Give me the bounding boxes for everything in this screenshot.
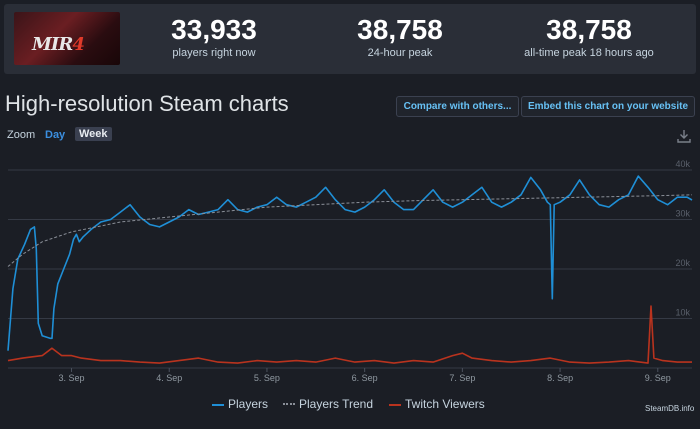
zoom-label: Zoom	[7, 129, 36, 141]
players-line	[7, 175, 693, 351]
legend-players-swatch	[212, 404, 224, 406]
game-logo: MIR4	[32, 34, 85, 55]
legend-players-label: Players	[228, 397, 269, 411]
x-tick-label: 7. Sep	[449, 373, 475, 383]
x-tick-label: 8. Sep	[547, 373, 573, 383]
y-tick-label: 30k	[675, 209, 690, 219]
x-tick-label: 5. Sep	[254, 373, 280, 383]
legend-twitch-swatch	[389, 404, 401, 406]
game-thumbnail[interactable]: MIR4	[14, 12, 120, 65]
x-tick-label: 9. Sep	[645, 373, 671, 383]
embed-chart-button[interactable]: Embed this chart on your website	[521, 96, 695, 117]
x-tick-label: 4. Sep	[156, 373, 182, 383]
y-tick-label: 10k	[675, 308, 690, 318]
stat-value: 33,933	[171, 14, 257, 45]
stat-24h-peak: 38,758 24-hour peak	[330, 14, 470, 60]
stats-bar: MIR4 33,933 players right now 38,758 24-…	[4, 4, 696, 74]
y-tick-label: 20k	[675, 258, 690, 268]
stat-label: 24-hour peak	[367, 47, 433, 59]
stat-current-players: 33,933 players right now	[144, 14, 284, 60]
compare-button[interactable]: Compare with others...	[396, 96, 519, 117]
stat-label: all-time peak 18 hours ago	[524, 47, 654, 59]
stat-value: 38,758	[357, 14, 443, 45]
zoom-week-button[interactable]: Week	[75, 127, 112, 141]
steamdb-credit[interactable]: SteamDB.info	[645, 404, 695, 413]
stat-value: 38,758	[546, 14, 632, 45]
zoom-day-button[interactable]: Day	[45, 129, 66, 141]
y-tick-label: 40k	[675, 159, 690, 169]
player-chart[interactable]: 10k 20k 30k 40k 3. Sep 4. Sep 5. Sep 6. Sep 7. S…	[0, 150, 700, 390]
legend-twitch-label: Twitch Viewers	[405, 397, 485, 411]
download-icon[interactable]	[676, 128, 692, 144]
x-tick-label: 6. Sep	[352, 373, 378, 383]
stat-label: players right now	[172, 47, 256, 59]
x-tick-label: 3. Sep	[58, 373, 84, 383]
page-title: High-resolution Steam charts	[5, 91, 289, 116]
twitch-viewers-line	[7, 305, 692, 364]
legend-trend-label: Players Trend	[299, 397, 374, 411]
players-trend-line	[7, 194, 693, 267]
legend-trend-swatch	[283, 403, 295, 405]
stat-all-time-peak: 38,758 all-time peak 18 hours ago	[509, 14, 669, 60]
